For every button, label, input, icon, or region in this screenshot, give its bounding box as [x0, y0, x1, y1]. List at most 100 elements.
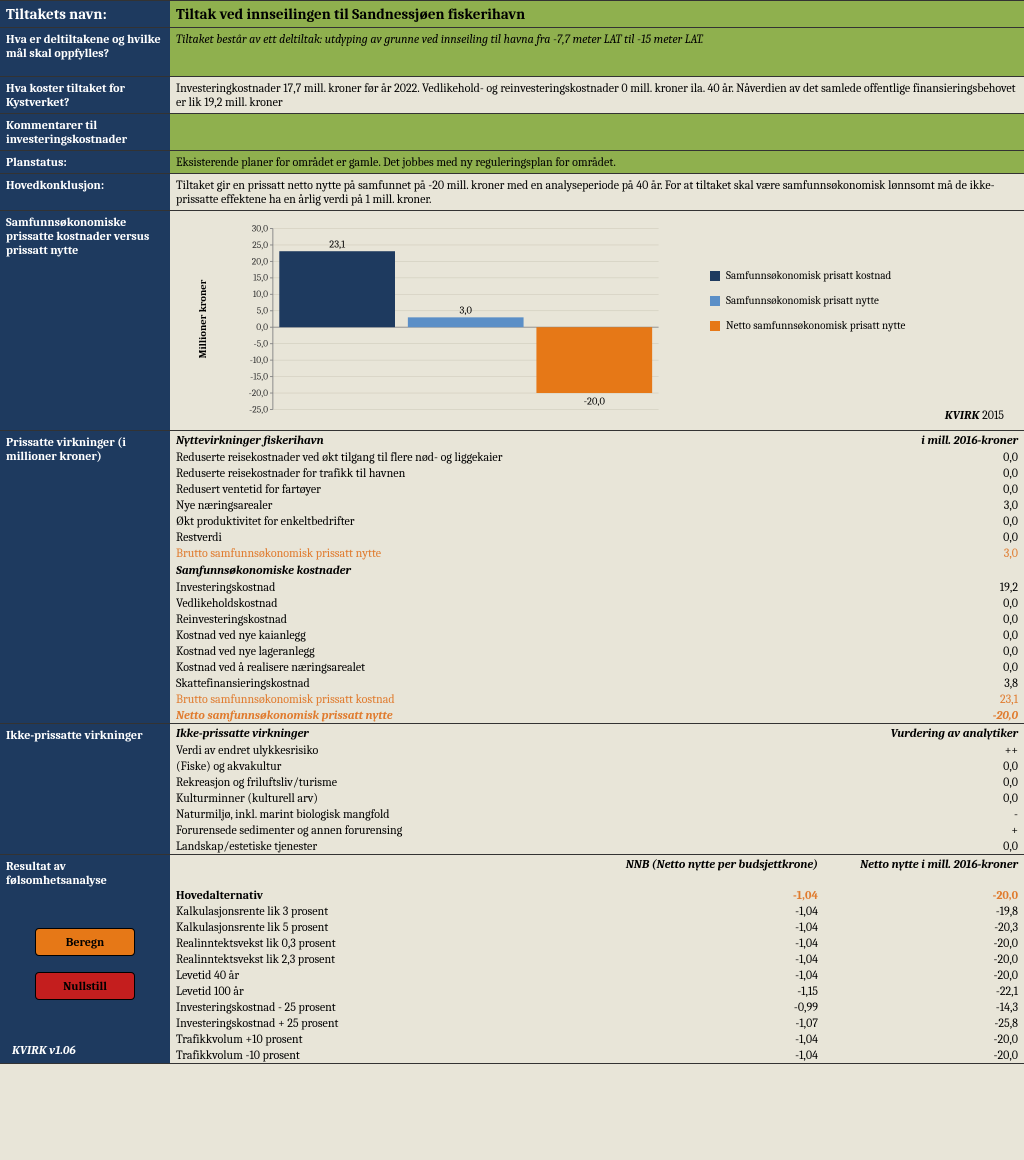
table-row: Skattefinansieringskostnad3,8 [170, 675, 1024, 691]
row-name: Landskap/estetiske tjenester [176, 839, 317, 853]
row-kommentarer: Kommentarer til investeringskostnader [0, 113, 1024, 150]
row-name: Investeringskostnad [176, 580, 275, 594]
sens-c1: -1,04 [538, 968, 818, 982]
label-sensitivity: Resultat av følsomhetsanalyse Beregn Nul… [0, 855, 170, 1063]
table-row: Verdi av endret ulykkesrisiko++ [170, 742, 1024, 758]
label-planstatus: Planstatus: [0, 151, 170, 173]
netto-val: -20,0 [958, 708, 1018, 722]
sens-rows: Kalkulasjonsrente lik 3 prosent-1,04-19,… [170, 903, 1024, 1063]
row-value: 0,0 [958, 628, 1018, 642]
row-kostnad: Hva koster tiltaket for Kystverket? Inve… [0, 76, 1024, 113]
legend-swatch [710, 296, 720, 306]
table-row: Investeringskostnad 19,2 [170, 579, 1024, 595]
svg-text:5,0: 5,0 [257, 306, 268, 317]
nytte-rows: Reduserte reisekostnader ved økt tilgang… [170, 449, 1024, 545]
label-ikke-prissatte: Ikke-prissatte virkninger [0, 724, 170, 854]
row-hovedkonklusjon: Hovedkonklusjon: Tiltaket gir en prissat… [0, 173, 1024, 210]
sens-row: Realinntektsvekst lik 0,3 prosent-1,04-2… [170, 935, 1024, 951]
sens-c2: -20,0 [818, 1048, 1018, 1062]
label-kommentarer: Kommentarer til investeringskostnader [0, 114, 170, 150]
value-deltiltak: Tiltaket består av ett deltiltak: utdypi… [170, 28, 1024, 76]
sens-name: Realinntektsvekst lik 2,3 prosent [176, 952, 538, 966]
label-deltiltak: Hva er deltiltakene og hvilke mål skal o… [0, 28, 170, 76]
row-value: 0,0 [958, 791, 1018, 805]
row-name: Rekreasjon og friluftsliv/turisme [176, 775, 337, 789]
value-kostnad: Investeringkostnader 17,7 mill. kroner f… [170, 77, 1024, 113]
row-value: 0,0 [958, 514, 1018, 528]
sens-name: Levetid 100 år [176, 984, 538, 998]
svg-text:20,0: 20,0 [252, 256, 268, 267]
svg-text:30,0: 30,0 [252, 223, 268, 234]
brutto-kostnad-name: Brutto samfunnsøkonomisk prissatt kostna… [176, 692, 395, 706]
table-row: Kostnad ved nye lageranlegg0,0 [170, 643, 1024, 659]
row-value: 19,2 [958, 580, 1018, 594]
row-value: 0,0 [958, 596, 1018, 610]
svg-text:0,0: 0,0 [256, 322, 268, 333]
row-value: 0,0 [958, 759, 1018, 773]
sens-name: Investeringskostnad + 25 prosent [176, 1016, 538, 1030]
sens-c2: -20,0 [818, 936, 1018, 950]
netto-name: Netto samfunnsøkonomisk prissatt nytte [176, 708, 393, 722]
title-label: Tiltakets navn: [0, 1, 170, 27]
sens-row: Levetid 40 år-1,04-20,0 [170, 967, 1024, 983]
sens-header: NNB (Netto nytte per budsjettkrone) Nett… [170, 855, 1024, 873]
row-value: 3,0 [958, 498, 1018, 512]
row-name: Kostnad ved å realisere næringsarealet [176, 660, 365, 674]
value-hovedkonklusjon: Tiltaket gir en prissatt netto nytte på … [170, 174, 1024, 210]
sens-c1: -1,04 [538, 1048, 818, 1062]
sens-main-c1: -1,04 [538, 888, 818, 902]
row-name: Forurensede sedimenter og annen forurens… [176, 823, 402, 837]
sens-c2: -20,3 [818, 920, 1018, 934]
table-row: Reduserte reisekostnader for trafikk til… [170, 465, 1024, 481]
sens-name: Levetid 40 år [176, 968, 538, 982]
sens-row: Realinntektsvekst lik 2,3 prosent-1,04-2… [170, 951, 1024, 967]
row-value: 3,8 [958, 676, 1018, 690]
row-value: + [958, 823, 1018, 837]
nullstill-button[interactable]: Nullstill [35, 972, 135, 1000]
sens-c2: -19,8 [818, 904, 1018, 918]
chart-svg: Millioner kroner 30,025,020,015,010,05,0… [180, 219, 680, 419]
brutto-nytte-val: 3,0 [958, 546, 1018, 560]
row-name: Restverdi [176, 530, 222, 544]
row-name: Reinvesteringskostnad [176, 612, 287, 626]
sens-main-c2: -20,0 [818, 888, 1018, 902]
svg-text:-15,0: -15,0 [250, 371, 268, 382]
sens-row: Investeringskostnad - 25 prosent-0,99-14… [170, 999, 1024, 1015]
row-value: 0,0 [958, 482, 1018, 496]
source-year: 2015 [982, 408, 1004, 422]
legend-swatch [710, 271, 720, 281]
chart-source: KVIRK 2015 [945, 408, 1004, 422]
row-value: 0,0 [958, 839, 1018, 853]
row-name: Kulturminner (kulturell arv) [176, 791, 318, 805]
sens-name: Trafikkvolum -10 prosent [176, 1048, 538, 1062]
value-planstatus: Eksisterende planer for området er gamle… [170, 151, 1024, 173]
brutto-nytte-row: Brutto samfunnsøkonomisk prissatt nytte … [170, 545, 1024, 561]
table-row: Restverdi0,0 [170, 529, 1024, 545]
sens-main-name: Hovedalternativ [176, 888, 538, 902]
table-row: Reduserte reisekostnader ved økt tilgang… [170, 449, 1024, 465]
row-value: 0,0 [958, 612, 1018, 626]
header1-text: Nyttevirkninger fiskerihavn [176, 433, 324, 447]
sens-c2: -25,8 [818, 1016, 1018, 1030]
beregn-button[interactable]: Beregn [35, 928, 135, 956]
row-value: 0,0 [958, 775, 1018, 789]
label-hovedkonklusjon: Hovedkonklusjon: [0, 174, 170, 210]
sens-c1: -1,04 [538, 936, 818, 950]
sens-name: Trafikkvolum +10 prosent [176, 1032, 538, 1046]
row-sensitivity: Resultat av følsomhetsanalyse Beregn Nul… [0, 854, 1024, 1064]
label-prissatte: Prissatte virkninger (i millioner kroner… [0, 431, 170, 723]
sens-c1: -1,15 [538, 984, 818, 998]
row-name: (Fiske) og akvakultur [176, 759, 281, 773]
value-kommentarer [170, 114, 1024, 150]
table-row: Kostnad ved nye kaianlegg0,0 [170, 627, 1024, 643]
table-row: Kulturminner (kulturell arv) 0,0 [170, 790, 1024, 806]
row-name: Reduserte reisekostnader ved økt tilgang… [176, 450, 502, 464]
chart-area: Millioner kroner 30,025,020,015,010,05,0… [170, 211, 1024, 430]
legend-item: Samfunnsøkonomisk prisatt nytte [710, 294, 905, 307]
sens-name: Investeringskostnad - 25 prosent [176, 1000, 538, 1014]
sens-col2: Netto nytte i mill. 2016-kroner [818, 857, 1018, 871]
row-name: Kostnad ved nye lageranlegg [176, 644, 315, 658]
row-value: 0,0 [958, 450, 1018, 464]
sens-row: Trafikkvolum -10 prosent-1,04-20,0 [170, 1047, 1024, 1063]
row-name: Naturmiljø, inkl. marint biologisk mangf… [176, 807, 389, 821]
